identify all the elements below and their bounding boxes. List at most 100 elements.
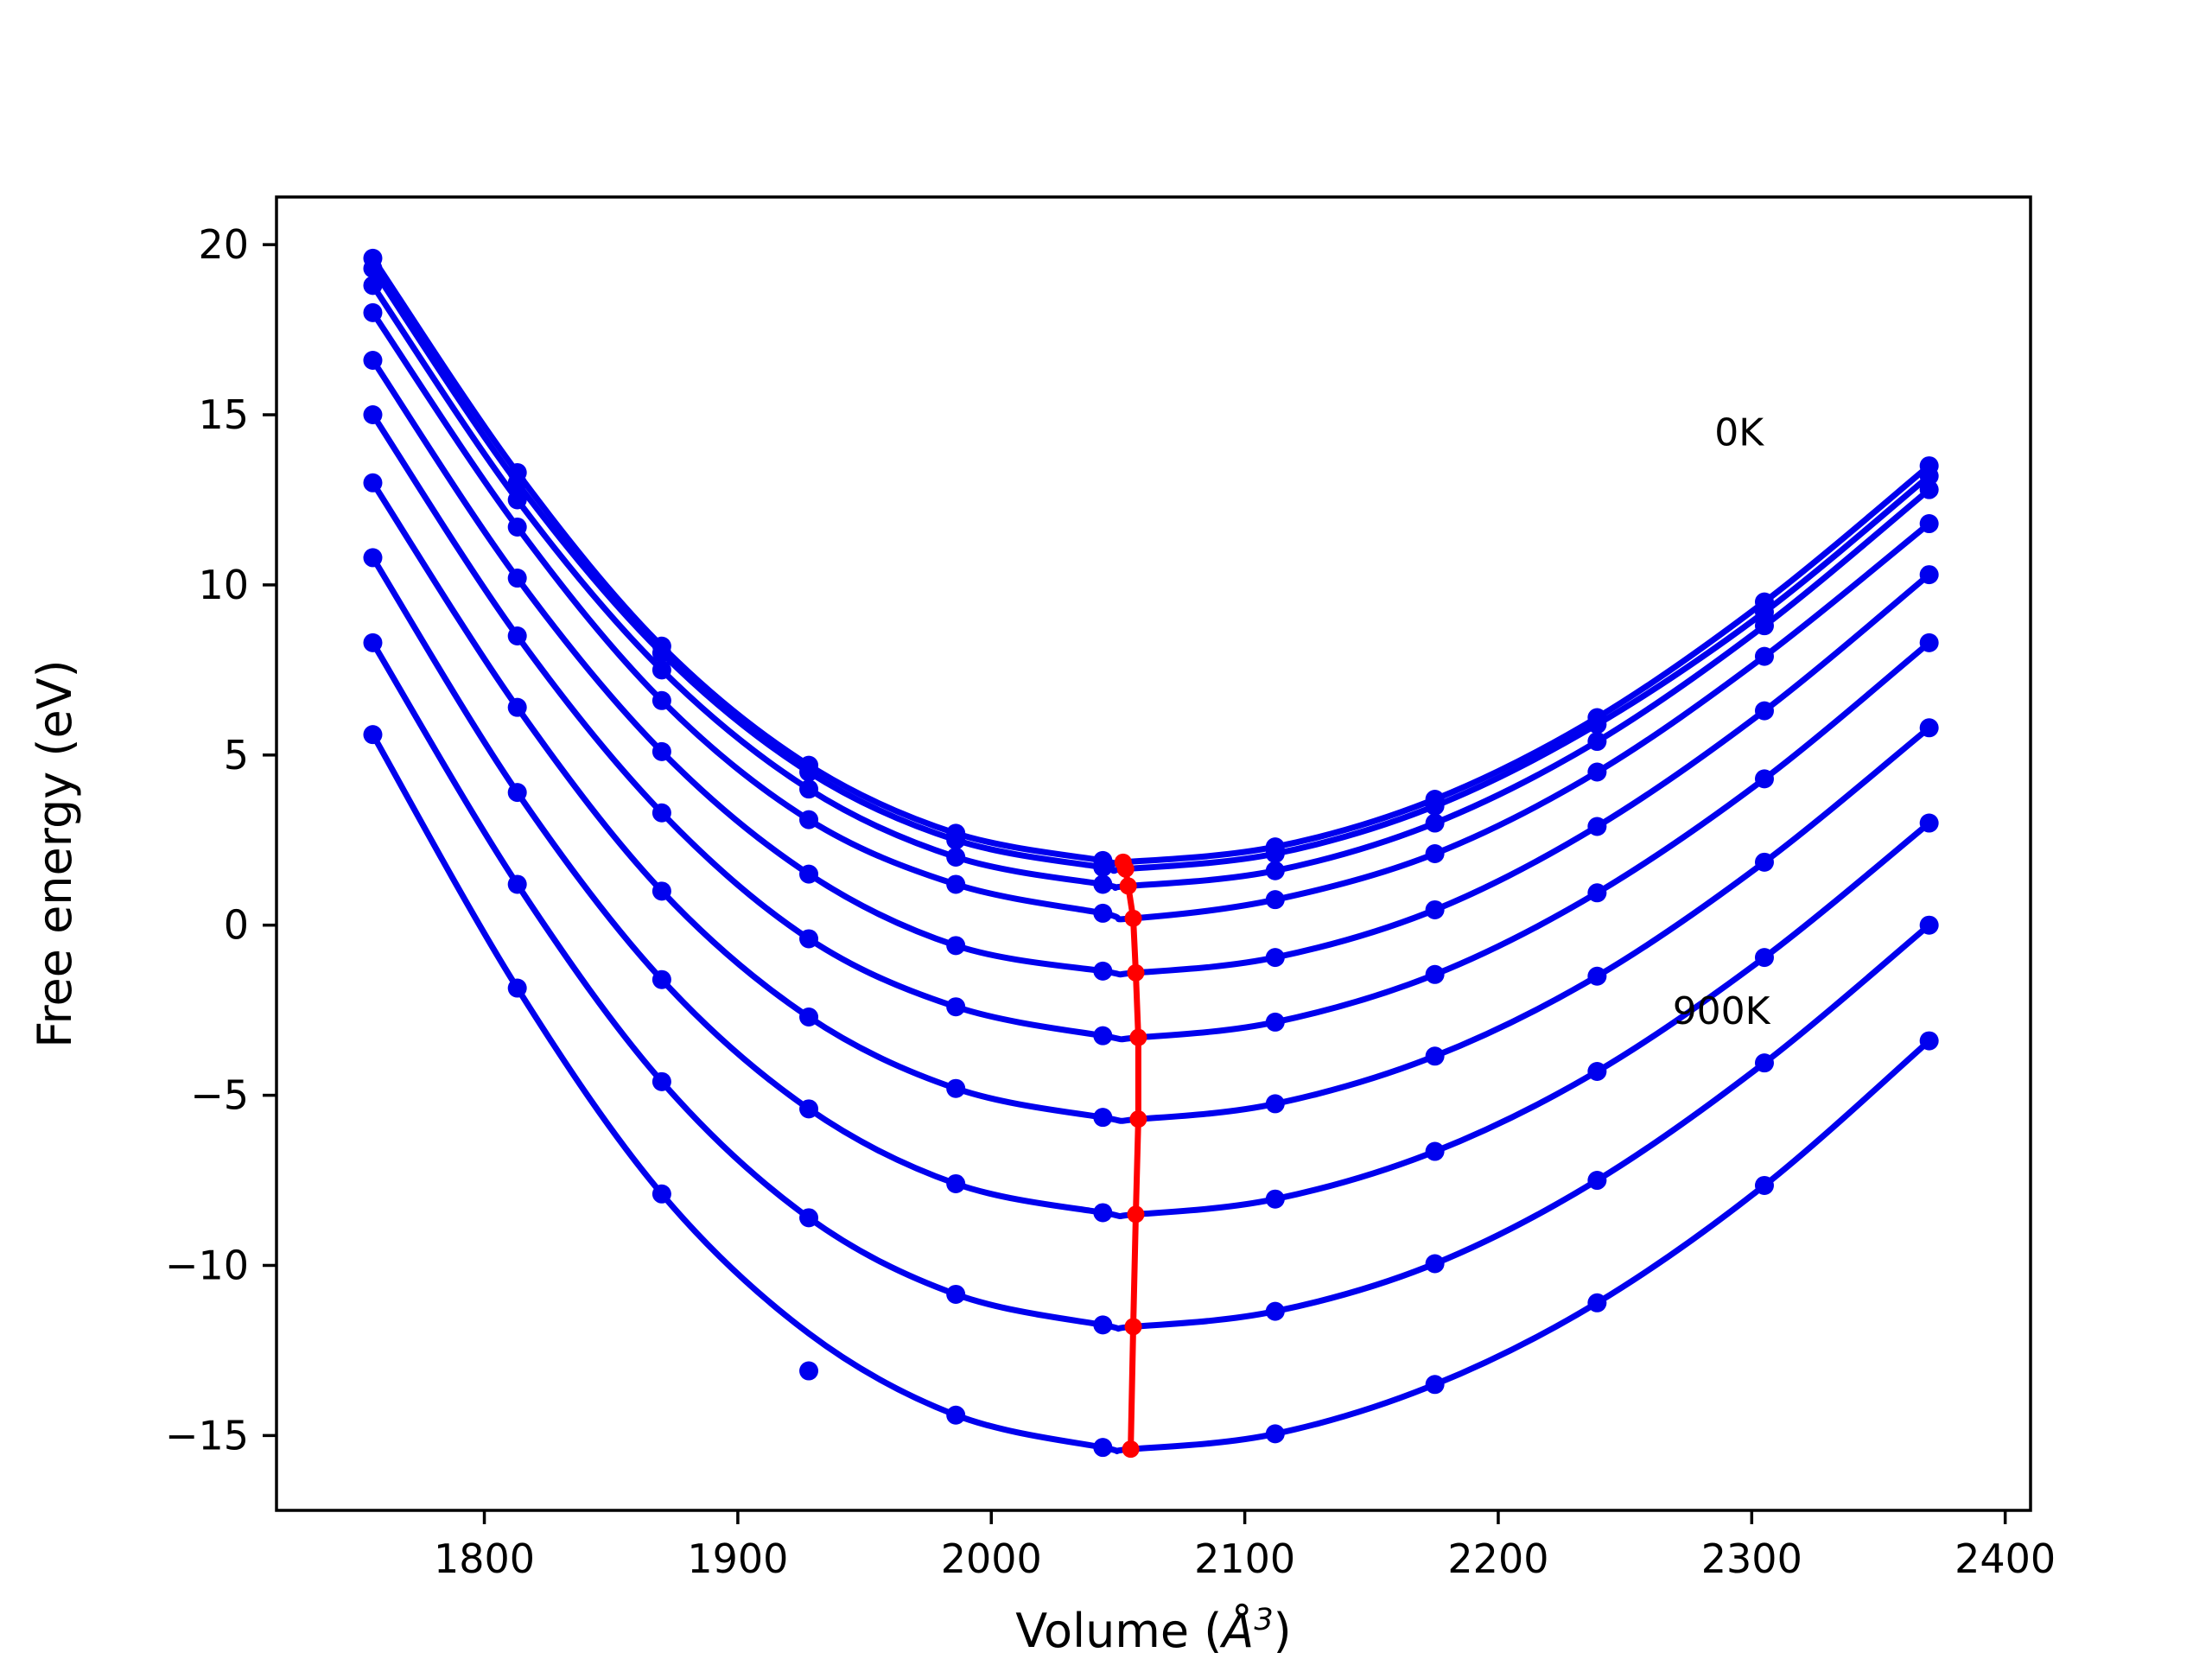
data-point-200K xyxy=(1754,616,1774,636)
curve-900K xyxy=(370,731,1933,1455)
data-point-300K xyxy=(799,810,819,830)
data-point-200K xyxy=(1093,874,1113,894)
data-point-900K xyxy=(946,1405,966,1425)
minimum-point xyxy=(1129,1110,1147,1128)
data-point-400K xyxy=(1587,817,1607,836)
data-point-200K xyxy=(946,847,966,867)
data-point-100K xyxy=(652,643,671,663)
data-point-700K xyxy=(363,548,383,568)
x-tick-label: 1900 xyxy=(687,1535,788,1582)
minimum-point xyxy=(1124,909,1142,927)
data-point-300K xyxy=(1919,514,1939,534)
data-point-500K xyxy=(1587,883,1607,903)
data-point-800K xyxy=(1093,1315,1113,1335)
data-point-400K xyxy=(1754,701,1774,721)
data-point-400K xyxy=(1093,961,1113,981)
data-point-100K xyxy=(799,762,819,782)
data-point-500K xyxy=(507,626,527,645)
data-point-300K xyxy=(363,302,383,322)
data-point-900K xyxy=(1754,1175,1774,1195)
data-point-100K xyxy=(946,830,966,850)
data-point-600K xyxy=(1265,1094,1285,1114)
data-point-100K xyxy=(1093,857,1113,877)
data-point-200K xyxy=(652,660,671,680)
data-point-400K xyxy=(1265,948,1285,968)
data-point-700K xyxy=(507,783,527,803)
minimum-point xyxy=(1129,1028,1147,1046)
data-point-800K xyxy=(1919,915,1939,935)
y-axis-label: Free energy (eV) xyxy=(28,659,82,1047)
x-tick-label: 2000 xyxy=(941,1535,1042,1582)
x-tick-label: 1800 xyxy=(434,1535,535,1582)
data-point-600K xyxy=(1919,718,1939,738)
y-tick-label: −5 xyxy=(190,1072,249,1119)
minimum-point xyxy=(1119,877,1137,895)
y-tick-label: 10 xyxy=(198,562,249,608)
curve-400K xyxy=(370,357,1933,978)
data-point-200K xyxy=(1919,480,1939,499)
curve-100K xyxy=(370,265,1933,874)
data-point-900K xyxy=(1587,1293,1607,1313)
data-point-900K xyxy=(1919,1031,1939,1051)
x-axis-label: Volume (Å3) xyxy=(1015,1602,1291,1659)
data-point-100K xyxy=(1265,844,1285,863)
data-point-200K xyxy=(1587,732,1607,752)
y-tick-label: −15 xyxy=(165,1412,249,1459)
data-point-600K xyxy=(507,697,527,717)
data-point-400K xyxy=(652,741,671,761)
y-tick-label: 0 xyxy=(224,902,249,949)
data-point-700K xyxy=(799,1099,819,1119)
data-point-200K xyxy=(1425,813,1445,833)
data-point-700K xyxy=(1587,1062,1607,1082)
data-point-200K xyxy=(363,276,383,296)
annotation-900K: 900K xyxy=(1673,989,1771,1033)
minimum-point xyxy=(1127,1205,1145,1224)
plot-frame xyxy=(275,195,2032,1512)
y-tick-label: −10 xyxy=(165,1242,249,1288)
curve-600K xyxy=(370,480,1933,1124)
curve-500K xyxy=(370,411,1933,1043)
y-tick-label: 5 xyxy=(224,732,249,779)
data-point-300K xyxy=(1093,903,1113,923)
minimum-point xyxy=(1116,860,1135,878)
data-point-400K xyxy=(1919,565,1939,585)
data-point-700K xyxy=(652,969,671,989)
equilibrium-volume-line xyxy=(1120,859,1141,1452)
curve-700K xyxy=(370,554,1933,1220)
data-point-100K xyxy=(1587,715,1607,734)
data-point-300K xyxy=(1265,890,1285,910)
minimum-point xyxy=(1124,1318,1142,1336)
data-point-800K xyxy=(507,874,527,894)
data-point-900K xyxy=(799,1361,819,1381)
data-point-300K xyxy=(652,690,671,710)
data-point-500K xyxy=(363,405,383,425)
data-point-800K xyxy=(652,1071,671,1091)
data-point-200K xyxy=(1265,861,1285,880)
data-point-900K xyxy=(1265,1424,1285,1444)
data-point-400K xyxy=(363,351,383,371)
data-point-100K xyxy=(1919,466,1939,486)
data-point-600K xyxy=(1587,966,1607,986)
data-point-500K xyxy=(1093,1026,1113,1046)
data-point-300K xyxy=(1587,762,1607,782)
data-point-200K xyxy=(799,779,819,799)
data-point-700K xyxy=(1265,1189,1285,1209)
data-point-800K xyxy=(1754,1053,1774,1073)
minimum-point xyxy=(1127,963,1145,982)
y-tick-label: 15 xyxy=(198,391,249,438)
data-point-700K xyxy=(1754,948,1774,968)
data-point-200K xyxy=(507,490,527,510)
data-point-500K xyxy=(652,803,671,823)
x-tick-label: 2400 xyxy=(1955,1535,2056,1582)
data-point-900K xyxy=(1093,1438,1113,1458)
curve-800K xyxy=(370,639,1933,1332)
curve-200K xyxy=(370,282,1933,891)
data-point-500K xyxy=(799,929,819,949)
data-points xyxy=(363,248,1939,1458)
data-point-900K xyxy=(507,978,527,998)
data-point-900K xyxy=(363,725,383,745)
annotation-0K: 0K xyxy=(1714,410,1764,454)
data-point-600K xyxy=(652,881,671,901)
